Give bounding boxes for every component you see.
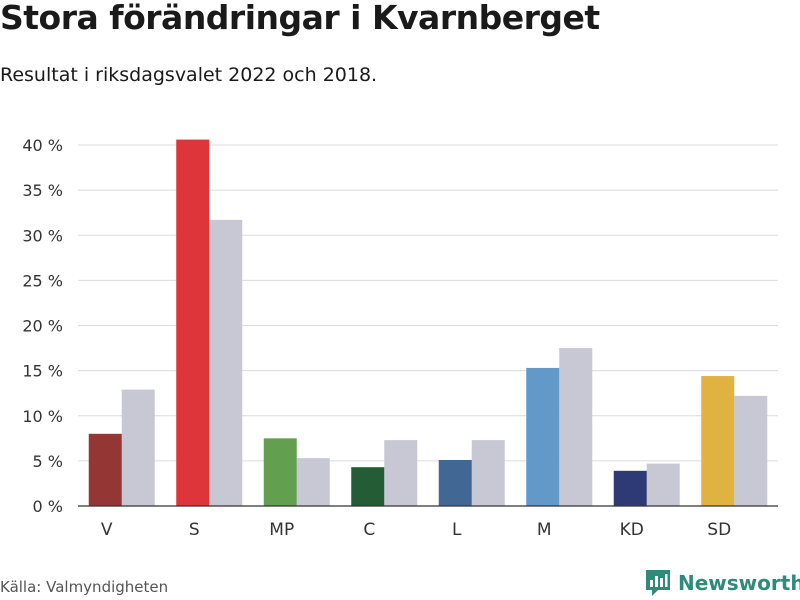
- y-tick-label: 0 %: [33, 497, 63, 516]
- y-tick-label: 25 %: [22, 271, 63, 290]
- x-tick-label: SD: [707, 520, 731, 540]
- bar-2018: [734, 395, 768, 506]
- x-tick-label: V: [101, 520, 113, 540]
- bar-2022: [351, 467, 385, 506]
- x-tick-label: MP: [269, 520, 294, 540]
- bar-2022: [176, 139, 210, 506]
- bar-2022: [438, 459, 472, 506]
- y-tick-label: 40 %: [22, 136, 63, 155]
- x-tick-label: S: [189, 520, 200, 540]
- y-tick-label: 15 %: [22, 362, 63, 381]
- y-tick-label: 35 %: [22, 181, 63, 200]
- source-note: Källa: Valmyndigheten: [0, 578, 169, 596]
- x-tick-label: C: [363, 520, 375, 540]
- bar-2018: [121, 389, 155, 506]
- bar-2022: [613, 470, 647, 506]
- x-tick-label: M: [537, 520, 552, 540]
- x-tick-label: L: [452, 520, 462, 540]
- y-tick-label: 20 %: [22, 317, 63, 336]
- bar-2018: [209, 219, 243, 506]
- brand-name: Newsworthy: [678, 571, 800, 595]
- chart-subtitle: Resultat i riksdagsvalet 2022 och 2018.: [0, 64, 378, 86]
- bar-2018: [471, 440, 505, 506]
- chart-title: Stora förändringar i Kvarnberget: [0, 0, 600, 37]
- bar-2018: [646, 463, 680, 506]
- bar-2022: [263, 438, 297, 506]
- bar-2018: [384, 440, 418, 506]
- bar-2022: [701, 376, 735, 506]
- bar-2022: [88, 433, 122, 506]
- brand-logo: Newsworthy: [644, 568, 800, 598]
- y-tick-label: 30 %: [22, 226, 63, 245]
- y-tick-label: 5 %: [33, 452, 63, 471]
- bar-2018: [296, 458, 330, 506]
- y-tick-label: 10 %: [22, 407, 63, 426]
- x-tick-label: KD: [620, 520, 644, 540]
- bar-2022: [526, 367, 560, 506]
- bar-chart-logo-icon: [646, 570, 670, 596]
- bar-2018: [559, 348, 593, 506]
